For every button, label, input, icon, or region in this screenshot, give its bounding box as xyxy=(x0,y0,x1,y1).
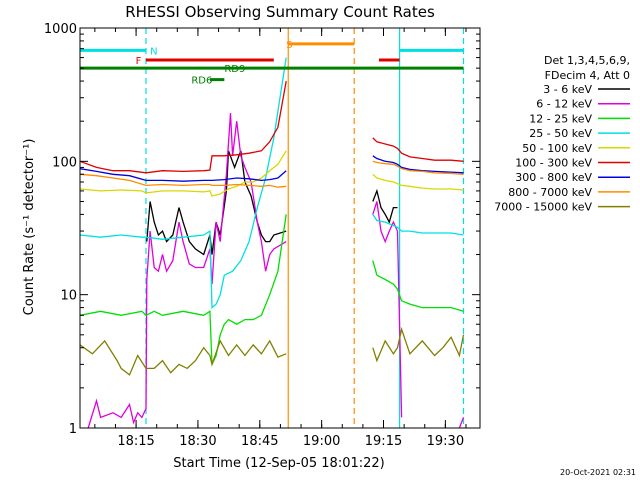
series-line-800-7000keV xyxy=(372,160,464,175)
series-line-300-800keV xyxy=(372,155,464,174)
series-line-6-12keV xyxy=(372,201,403,418)
x-tick-label: 18:15 xyxy=(117,434,154,449)
x-axis-label: Start Time (12-Sep-05 18:01:22) xyxy=(173,456,384,471)
series-line-800-7000keV xyxy=(80,173,287,188)
chart-title: RHESSI Observing Summary Count Rates xyxy=(125,3,435,21)
legend-header: FDecim 4, Att 0 xyxy=(545,69,630,82)
footer-timestamp: 20-Oct-2021 02:31 xyxy=(560,468,636,477)
flag-label-N: N xyxy=(150,46,157,57)
series-line-100-300keV xyxy=(80,80,287,174)
legend-entry-label: 7000 - 15000 keV xyxy=(494,201,592,214)
x-tick-label: 19:15 xyxy=(365,434,402,449)
x-tick-label: 19:30 xyxy=(427,434,464,449)
plot-content xyxy=(80,28,465,428)
legend-entry-label: 12 - 25 keV xyxy=(529,112,592,125)
series-line-25-50keV xyxy=(372,214,464,236)
flag-label-RD6: RD6 xyxy=(191,76,212,87)
x-tick-label: 18:30 xyxy=(179,434,216,449)
series-line-6-12keV xyxy=(87,113,287,428)
series-line-50-100keV xyxy=(80,150,287,197)
plot-area: NF S RD9 RD6 xyxy=(80,28,465,428)
series-line-3-6keV xyxy=(372,188,398,224)
flag-label-F: F xyxy=(136,56,142,67)
series-line-7000-15000keV xyxy=(80,339,287,376)
legend-header: Det 1,3,4,5,6,9, xyxy=(544,54,630,67)
legend-entry-label: 100 - 300 keV xyxy=(515,157,592,170)
series-line-25-50keV xyxy=(80,57,287,309)
series-line-12-25keV xyxy=(372,260,464,312)
y-tick-label: 100 xyxy=(52,155,77,170)
legend-entry-label: 3 - 6 keV xyxy=(543,83,592,96)
series-line-50-100keV xyxy=(372,173,464,191)
y-tick-label: 10 xyxy=(60,289,77,304)
series-line-3-6keV xyxy=(146,150,287,256)
flag-label-S: S xyxy=(286,40,292,51)
legend-entry-label: 300 - 800 keV xyxy=(515,171,592,184)
legend-entry-label: 25 - 50 keV xyxy=(529,127,592,140)
y-tick-label: 1 xyxy=(69,422,77,437)
axes: 1 10 100 1000 18:15 18:30 18:45 19:00 19:15 19:30 xyxy=(44,22,481,449)
legend-entry-label: 6 - 12 keV xyxy=(536,98,592,111)
legend: Det 1,3,4,5,6,9, FDecim 4, Att 03 - 6 keV… xyxy=(494,54,630,214)
series-line-6-12keV xyxy=(458,417,465,428)
y-axis-label: Count Rate (s⁻¹ detector⁻¹) xyxy=(22,139,37,316)
y-tick-label: 1000 xyxy=(44,22,77,37)
series-line-7000-15000keV xyxy=(372,326,465,363)
x-tick-label: 18:45 xyxy=(241,434,278,449)
series-line-300-800keV xyxy=(80,168,287,182)
series-line-100-300keV xyxy=(372,137,464,162)
flag-label-RD9: RD9 xyxy=(224,64,245,75)
legend-entry-label: 800 - 7000 keV xyxy=(508,186,592,199)
legend-entry-label: 50 - 100 keV xyxy=(522,142,592,155)
x-tick-label: 19:00 xyxy=(303,434,340,449)
